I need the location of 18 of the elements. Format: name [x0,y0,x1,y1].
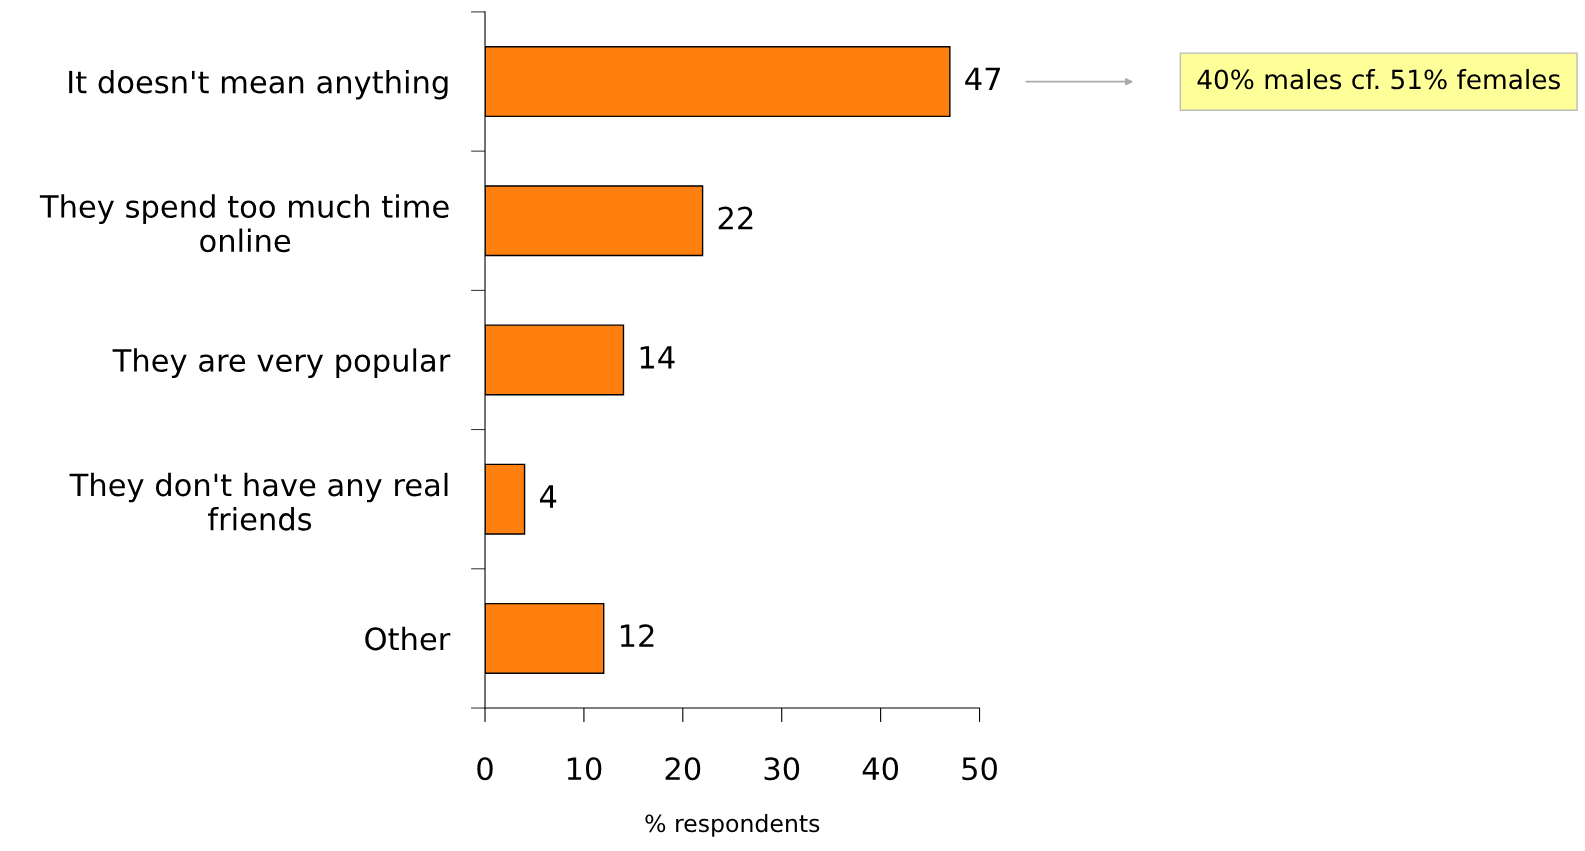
y-tick-label: They don't have any real friends [69,472,448,531]
y-tick-label: They are very popular [112,348,451,378]
data-label: 4 [539,485,557,508]
y-tick-label: They spend too much time online [39,194,449,253]
y-tick-label: Other [365,626,451,651]
x-tick-label: 50 [962,757,997,781]
data-label: 12 [620,624,654,647]
x-tick-label: 0 [477,757,493,781]
data-label: 14 [640,346,675,369]
x-tick-label: 30 [764,757,800,781]
data-label: 47 [965,67,1001,90]
text: 40% males cf. 51% females [1197,68,1560,90]
x-tick-label: 40 [862,757,899,781]
data-label: 22 [718,206,753,230]
x-tick-label: 10 [567,757,602,781]
y-tick-label: It doesn't mean anything [69,69,448,100]
x-tick-label: 20 [665,757,701,781]
x-axis-title: % respondents [645,813,820,837]
